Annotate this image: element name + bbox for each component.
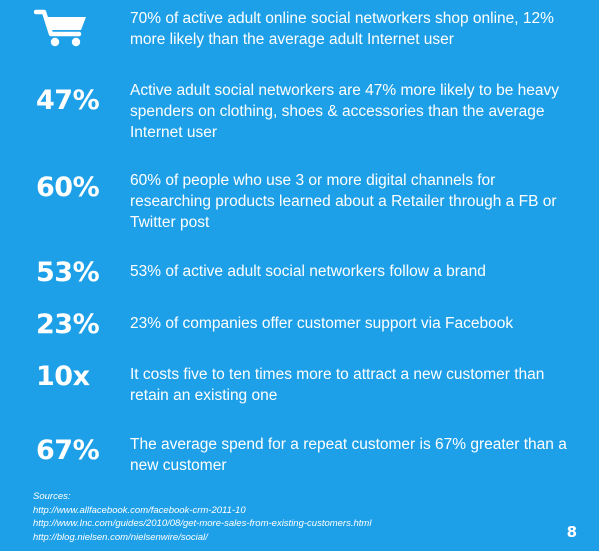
stat-value: 23% xyxy=(36,309,100,340)
page-number: 8 xyxy=(566,523,577,541)
stat-value: 67% xyxy=(36,435,100,466)
shopping-cart-icon xyxy=(34,9,86,47)
stat-description: It costs five to ten times more to attra… xyxy=(130,366,545,404)
stat-description: Active adult social networkers are 47% m… xyxy=(130,82,560,141)
stat-description: 53% of active adult social networkers fo… xyxy=(130,263,486,280)
stat-description: The average spend for a repeat customer … xyxy=(130,436,567,474)
stat-description: 23% of companies offer customer support … xyxy=(130,315,514,332)
stat-description: 60% of people who use 3 or more digital … xyxy=(130,172,557,231)
stat-value: 10x xyxy=(36,361,90,392)
stat-description: 70% of active adult online social networ… xyxy=(130,10,554,48)
stat-value: 47% xyxy=(36,85,100,116)
stat-value: 53% xyxy=(36,257,100,288)
sources-block: Sources: http://www.allfacebook.com/face… xyxy=(33,490,371,544)
source-link[interactable]: http://blog.nielsen.com/nielsenwire/soci… xyxy=(33,531,208,543)
source-link[interactable]: http://www.allfacebook.com/facebook-crm-… xyxy=(33,504,246,516)
stat-value: 60% xyxy=(36,172,100,203)
sources-label: Sources: xyxy=(33,491,71,502)
source-link[interactable]: http://www.Inc.com/guides/2010/08/get-mo… xyxy=(33,518,372,529)
